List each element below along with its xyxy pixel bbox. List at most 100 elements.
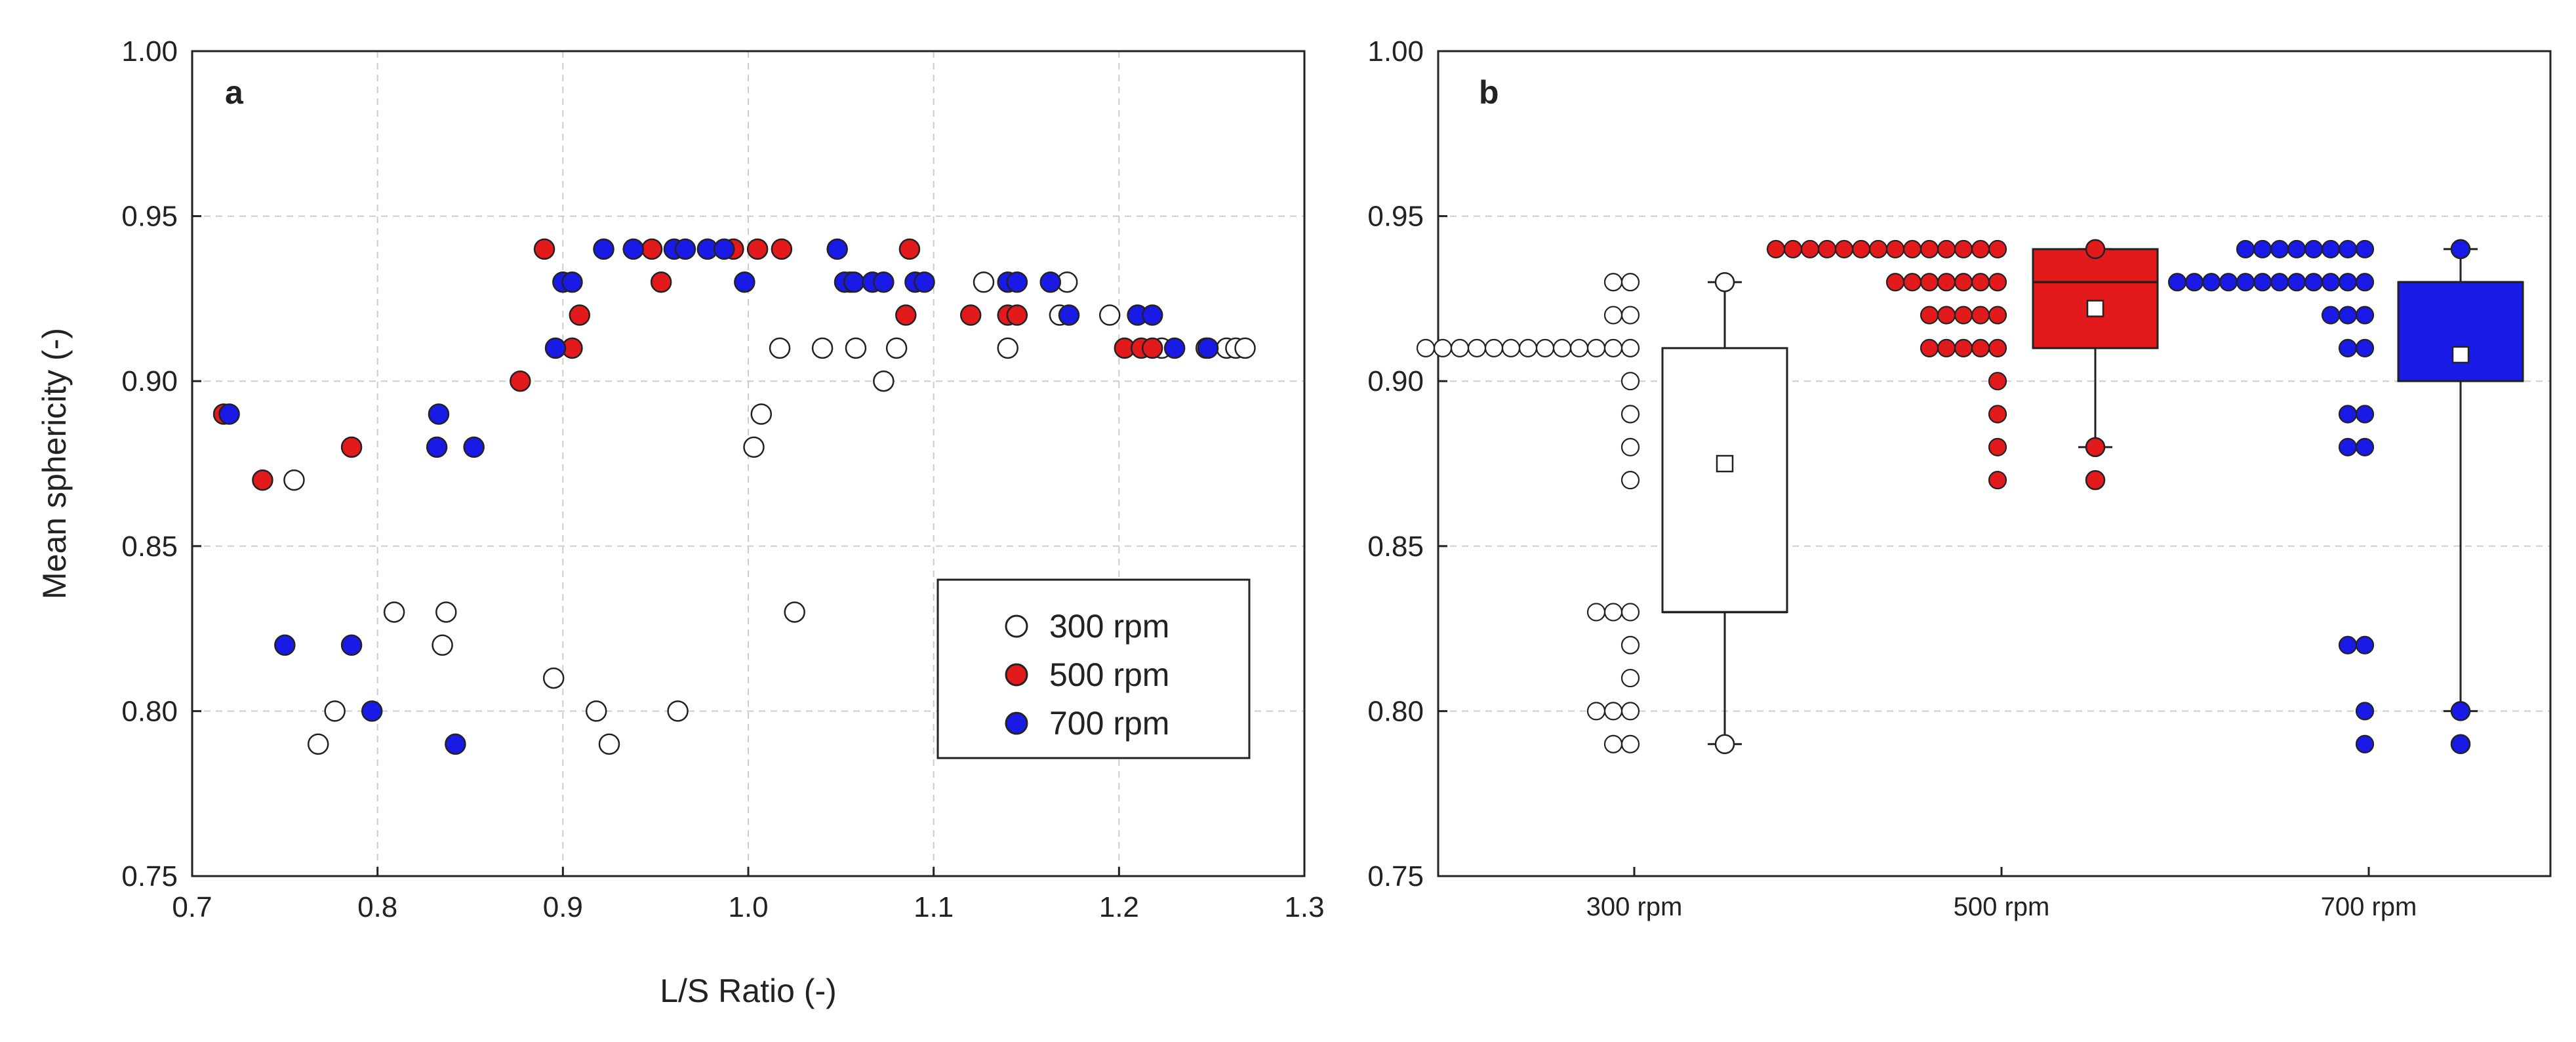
strip-dot-700rpm (2270, 239, 2289, 259)
strip-dot-700rpm (2355, 239, 2375, 259)
category-label: 300 rpm (1586, 892, 1683, 921)
y-tick-label: 0.80 (121, 695, 178, 727)
y-axis-title: Mean sphericity (-) (36, 328, 73, 599)
strip-dot-500rpm (1885, 239, 1905, 259)
point-700rpm (274, 634, 296, 656)
y-tick-label: 0.95 (1367, 201, 1424, 233)
strip-dot-700rpm (2338, 273, 2358, 292)
point-700rpm (826, 238, 848, 260)
strip-dot-700rpm (2355, 405, 2375, 424)
x-tick-label: 1.2 (1099, 891, 1139, 923)
strip-dot-500rpm (1988, 273, 2007, 292)
strip-dot-500rpm (1868, 239, 1888, 259)
strip-dot-300rpm (1620, 635, 1640, 654)
legend-label-300: 300 rpm (1049, 608, 1169, 645)
strip-dot-700rpm (2236, 273, 2255, 292)
y-tick-label: 0.75 (1367, 860, 1424, 892)
strip-dot-500rpm (1920, 306, 1939, 325)
point-700rpm (674, 238, 696, 260)
legend-marker-500 (1005, 663, 1028, 687)
strip-dot-300rpm (1603, 338, 1623, 357)
strip-dot-500rpm (1766, 239, 1786, 259)
point-500rpm (569, 304, 591, 326)
strip-dot-500rpm (1954, 338, 1973, 357)
point-500rpm (746, 238, 769, 260)
strip-dot-700rpm (2338, 338, 2358, 357)
strip-dot-500rpm (1920, 273, 1939, 292)
outlier-700rpm (2450, 239, 2471, 260)
strip-dot-700rpm (2304, 239, 2324, 259)
strip-dot-500rpm (1937, 338, 1956, 357)
strip-dot-300rpm (1603, 702, 1623, 721)
x-tick-label: 0.7 (172, 891, 212, 923)
strip-dot-700rpm (2184, 273, 2204, 292)
point-300rpm (667, 700, 689, 722)
strip-dot-500rpm (1937, 306, 1956, 325)
legend-marker-700 (1005, 711, 1028, 735)
strip-dot-300rpm (1620, 603, 1640, 622)
outlier-700rpm (2450, 701, 2471, 721)
strip-dot-500rpm (1988, 338, 2007, 357)
panel-b: 0.75 0.80 0.85 0.90 0.95 1.00 300 rpm 500 rpm 70… (1367, 35, 2552, 921)
strip-dot-500rpm (1783, 239, 1803, 259)
panel-a-label: a (225, 74, 244, 111)
strip-dot-300rpm (1603, 603, 1623, 622)
point-700rpm (1058, 304, 1080, 326)
strip-dot-300rpm (1620, 668, 1640, 688)
strip-dot-300rpm (1586, 338, 1606, 357)
strip-dot-700rpm (2236, 239, 2255, 259)
point-300rpm (973, 271, 995, 293)
strip-dot-700rpm (2355, 273, 2375, 292)
point-700rpm (428, 403, 450, 425)
point-500rpm (898, 238, 921, 260)
point-300rpm (845, 337, 867, 359)
y-tick-label: 1.00 (121, 35, 178, 68)
strip-dot-700rpm (2355, 635, 2375, 654)
strip-dot-500rpm (1971, 239, 1990, 259)
panel-b-ticks: 0.75 0.80 0.85 0.90 0.95 1.00 300 rpm 500 rpm 70… (1367, 35, 2417, 921)
point-500rpm (252, 469, 273, 491)
strip-dot-500rpm (1988, 372, 2007, 391)
strip-dot-700rpm (2287, 273, 2306, 292)
strip-dot-300rpm (1620, 273, 1640, 292)
strip-dot-500rpm (1920, 338, 1939, 357)
point-700rpm (218, 403, 240, 425)
point-300rpm (873, 370, 895, 392)
strip-dot-300rpm (1620, 471, 1640, 490)
legend-label-500: 500 rpm (1049, 656, 1169, 693)
strip-dot-500rpm (1971, 273, 1990, 292)
x-tick-label: 1.0 (728, 891, 768, 923)
strip-dot-500rpm (1988, 471, 2007, 490)
point-700rpm (361, 700, 383, 722)
strip-dot-500rpm (1988, 437, 2007, 456)
x-tick-label: 1.1 (914, 891, 954, 923)
strip-dot-700rpm (2355, 702, 2375, 721)
legend-marker-300 (1005, 614, 1028, 638)
point-700rpm (426, 436, 448, 458)
strip-dot-700rpm (2270, 273, 2289, 292)
point-500rpm (895, 304, 917, 326)
point-500rpm (510, 370, 531, 392)
strip-dot-700rpm (2338, 635, 2358, 654)
strip-dot-700rpm (2304, 273, 2324, 292)
box-300rpm (1661, 347, 1788, 613)
strip-dot-500rpm (1954, 306, 1973, 325)
strip-dot-500rpm (1817, 239, 1837, 259)
point-500rpm (641, 238, 663, 260)
outlier-700rpm (2450, 734, 2471, 754)
mean-marker-500rpm (2086, 300, 2104, 317)
point-300rpm (743, 436, 765, 458)
point-300rpm (997, 337, 1018, 359)
strip-dot-300rpm (1552, 338, 1572, 357)
panel-a-points (212, 238, 1256, 755)
point-700rpm (593, 238, 614, 260)
point-500rpm (771, 238, 793, 260)
legend-box (936, 578, 1251, 759)
strip-dot-700rpm (2338, 306, 2358, 325)
strip-dot-300rpm (1450, 338, 1470, 357)
point-700rpm (340, 634, 363, 656)
point-300rpm (784, 601, 805, 623)
point-500rpm (1141, 337, 1163, 359)
panel-b-boxes (1661, 239, 2524, 754)
point-700rpm (463, 436, 485, 458)
